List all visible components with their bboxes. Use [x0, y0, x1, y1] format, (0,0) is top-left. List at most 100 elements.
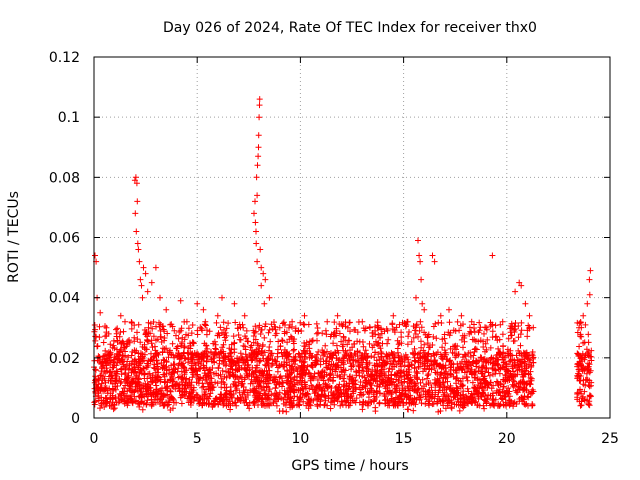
- data-point: [439, 344, 446, 351]
- data-point: [472, 345, 479, 352]
- data-point: [258, 264, 265, 271]
- data-point: [286, 324, 292, 331]
- data-point: [218, 384, 225, 391]
- data-point: [461, 369, 468, 376]
- data-point: [221, 334, 228, 341]
- data-point: [163, 306, 170, 313]
- data-point: [330, 374, 337, 381]
- data-point: [456, 407, 463, 414]
- data-point: [225, 320, 232, 327]
- data-point: [237, 373, 244, 380]
- data-point: [214, 380, 221, 387]
- data-point: [415, 237, 421, 244]
- data-point: [522, 300, 529, 307]
- data-point: [118, 371, 125, 378]
- y-tick-label: 0.08: [49, 170, 80, 186]
- data-point: [406, 329, 412, 335]
- data-point: [327, 399, 334, 406]
- data-point: [499, 364, 506, 371]
- data-point: [424, 375, 430, 382]
- data-point: [499, 331, 506, 338]
- data-point: [515, 334, 522, 341]
- data-point: [431, 258, 438, 265]
- data-point: [327, 405, 334, 412]
- data-point: [476, 376, 483, 383]
- data-point: [488, 385, 495, 392]
- data-point: [455, 364, 461, 371]
- data-point: [430, 323, 437, 330]
- data-point: [441, 370, 448, 377]
- data-point: [424, 372, 431, 379]
- data-point: [412, 381, 419, 387]
- data-point: [421, 306, 428, 313]
- data-point: [398, 373, 405, 380]
- data-point: [441, 347, 448, 354]
- data-point: [215, 364, 222, 371]
- data-point: [139, 406, 146, 413]
- data-point: [314, 377, 321, 383]
- data-point: [304, 363, 311, 370]
- data-point: [372, 408, 379, 415]
- data-point: [336, 381, 343, 388]
- x-tick-label: 0: [90, 431, 99, 447]
- data-point: [495, 345, 502, 352]
- data-point: [496, 370, 503, 377]
- data-point: [405, 363, 411, 370]
- data-point: [297, 319, 304, 326]
- data-point: [411, 345, 418, 352]
- data-point: [232, 319, 239, 326]
- data-point: [229, 400, 236, 407]
- data-point: [321, 402, 328, 409]
- data-point: [223, 397, 230, 403]
- data-point: [489, 392, 496, 399]
- data-point: [422, 400, 429, 407]
- data-point: [296, 370, 303, 377]
- data-point: [151, 343, 158, 350]
- data-point: [202, 322, 209, 329]
- data-point: [424, 334, 431, 341]
- data-point: [222, 337, 229, 344]
- data-point: [454, 385, 461, 392]
- data-point: [144, 397, 151, 404]
- data-point: [117, 312, 124, 319]
- data-point: [395, 341, 402, 348]
- data-point: [408, 338, 415, 345]
- data-point: [502, 371, 509, 378]
- data-point: [265, 329, 272, 336]
- data-point: [126, 339, 133, 346]
- data-point: [447, 364, 454, 371]
- data-point: [171, 399, 177, 406]
- data-point: [290, 347, 297, 354]
- data-point: [390, 312, 397, 319]
- data-point: [493, 333, 500, 340]
- data-point: [460, 321, 466, 328]
- data-point: [144, 336, 151, 343]
- data-point: [313, 330, 320, 337]
- data-point: [577, 402, 584, 409]
- data-point: [213, 319, 220, 326]
- data-point: [522, 401, 529, 408]
- data-point: [274, 350, 281, 357]
- data-point: [188, 330, 195, 337]
- data-point: [314, 325, 321, 331]
- y-tick-label: 0.12: [49, 50, 80, 66]
- data-point: [366, 324, 373, 330]
- data-point: [349, 344, 356, 351]
- data-point: [128, 352, 135, 359]
- data-point: [386, 365, 393, 372]
- data-point: [300, 321, 307, 328]
- data-point: [580, 312, 587, 319]
- data-point: [584, 300, 591, 307]
- data-point: [243, 327, 250, 334]
- data-point: [273, 402, 280, 409]
- data-point: [220, 341, 227, 348]
- data-point: [365, 402, 371, 409]
- data-point: [283, 408, 290, 415]
- data-point: [368, 353, 375, 360]
- data-point: [517, 331, 524, 338]
- data-point: [454, 318, 461, 325]
- data-point: [274, 368, 281, 375]
- data-point: [306, 370, 313, 377]
- data-point: [376, 399, 383, 406]
- data-point: [187, 340, 193, 347]
